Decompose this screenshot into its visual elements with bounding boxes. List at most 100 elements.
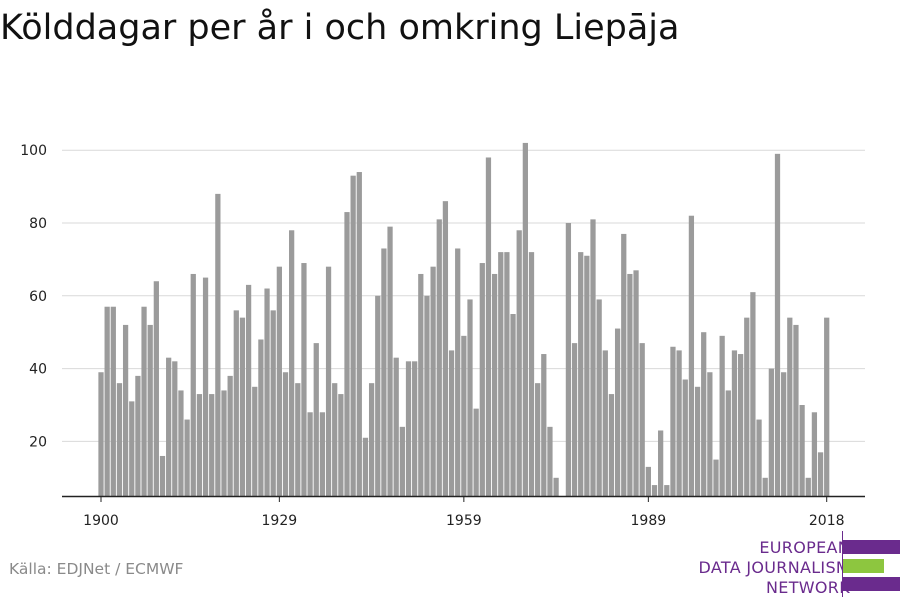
bar-1949: [399, 426, 405, 496]
bar-2017: [817, 452, 824, 496]
bar-1921: [227, 375, 233, 496]
bar-1938: [332, 383, 338, 496]
bar-1982: [602, 350, 608, 496]
bar-1962: [479, 263, 485, 496]
bar-1908: [147, 324, 153, 496]
bar-1998: [701, 332, 707, 496]
bar-1971: [535, 383, 541, 496]
bar-1964: [491, 273, 498, 496]
bar-1929: [276, 266, 282, 496]
bar-1913: [178, 390, 184, 496]
bar-1993: [670, 346, 676, 496]
x-tick-label: 1989: [631, 513, 667, 529]
bar-1911: [166, 357, 172, 496]
bar-1983: [608, 394, 615, 496]
bar-1980: [590, 219, 596, 497]
bar-1959: [461, 335, 467, 496]
bar-1966: [504, 252, 510, 496]
bar-2018: [824, 317, 830, 496]
bar-2015: [805, 477, 811, 496]
y-tick-label: 40: [29, 362, 47, 378]
bar-1932: [295, 383, 301, 496]
bar-1941: [350, 175, 356, 496]
bar-1905: [129, 401, 135, 496]
bar-1988: [639, 343, 645, 496]
bar-1958: [455, 248, 461, 496]
bar-1986: [627, 273, 633, 496]
bar-2011: [781, 372, 787, 496]
y-tick-label: 100: [20, 143, 47, 159]
bar-1925: [252, 386, 258, 496]
bar-2007: [756, 419, 762, 496]
bar-1906: [135, 375, 141, 496]
bar-2010: [774, 153, 781, 496]
bar-1924: [245, 284, 252, 496]
bar-2004: [737, 354, 744, 496]
bar-1977: [571, 343, 578, 496]
source-note: Källa: EDJNet / ECMWF: [9, 560, 184, 578]
bar-1953: [424, 295, 430, 496]
bar-1936: [319, 412, 326, 496]
logo-line-2: DATA JOURNALISM: [698, 558, 850, 577]
bar-1945: [375, 295, 381, 496]
bar-1939: [338, 394, 344, 496]
bar-2008: [762, 477, 768, 496]
bar-1934: [307, 412, 313, 496]
bar-1968: [516, 230, 522, 496]
bar-1967: [510, 314, 516, 496]
bar-2000: [713, 459, 719, 496]
bar-2012: [787, 317, 793, 496]
x-tick-label: 1900: [83, 513, 119, 529]
y-tick-labels: 20 40 60 80 100: [20, 143, 47, 450]
bar-1990: [651, 485, 658, 496]
chart-title: Kölddagar per år i och omkring Liepāja: [0, 8, 680, 48]
bar-1915: [190, 273, 196, 496]
bar-1920: [221, 390, 227, 496]
bar-1948: [393, 357, 399, 496]
bar-1900: [98, 372, 104, 496]
bar-1918: [209, 394, 215, 496]
bar-1963: [485, 157, 492, 497]
bar-1970: [528, 252, 535, 496]
bar-1917: [202, 277, 209, 496]
logo-stripe-green: [843, 559, 884, 573]
y-tick-label: 60: [29, 289, 47, 305]
bars: [98, 142, 830, 497]
bar-1996: [688, 215, 695, 496]
bar-1952: [418, 273, 424, 496]
bar-2013: [793, 324, 799, 496]
bar-1994: [676, 350, 682, 496]
bar-1909: [153, 281, 159, 496]
bar-1965: [498, 252, 504, 496]
bar-1946: [381, 248, 387, 496]
x-tick-label: 1959: [446, 513, 482, 529]
bar-2002: [725, 390, 731, 496]
bar-1997: [694, 386, 701, 496]
bar-1961: [473, 408, 479, 496]
bar-1923: [239, 317, 246, 496]
y-tick-label: 80: [29, 216, 47, 232]
bar-2003: [731, 350, 738, 496]
bar-1973: [547, 426, 553, 496]
bar-1901: [104, 306, 110, 496]
bar-1991: [658, 430, 664, 496]
x-tick-labels: 1900 1929 1959 1989 2018: [83, 513, 844, 529]
bar-1935: [313, 343, 319, 496]
bar-1927: [264, 288, 270, 496]
bar-1904: [122, 324, 129, 496]
x-tick-label: 1929: [262, 513, 298, 529]
bar-2001: [719, 335, 725, 496]
bar-1981: [596, 299, 602, 496]
bar-1910: [159, 455, 166, 496]
bar-1919: [215, 193, 221, 496]
bar-1922: [233, 310, 239, 496]
bar-1957: [448, 350, 455, 496]
bar-2005: [744, 317, 750, 496]
bar-1987: [633, 270, 639, 496]
bar-1979: [584, 255, 590, 496]
bar-1944: [368, 383, 375, 496]
bar-1930: [282, 372, 289, 496]
bar-1969: [522, 142, 528, 497]
bar-1940: [344, 212, 350, 496]
bar-1956: [442, 201, 449, 496]
